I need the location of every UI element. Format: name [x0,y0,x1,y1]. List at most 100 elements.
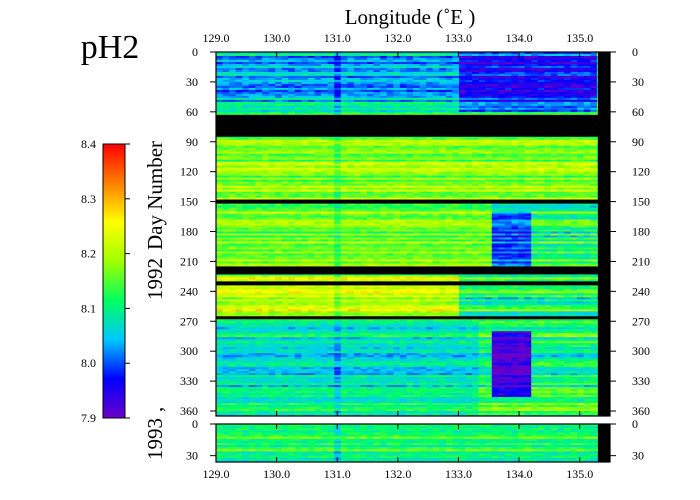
heatmap-cell [439,197,447,200]
heatmap-cell [485,143,493,147]
heatmap-cell [485,191,493,195]
heatmap-cell [577,101,585,105]
heatmap-cell [314,177,322,181]
heatmap-cell [564,153,571,157]
heatmap-cell [511,179,519,183]
heatmap-cell [406,175,414,179]
heatmap-cell [216,183,223,187]
heatmap-cell [445,175,453,179]
heatmap-cell [491,97,499,101]
heatmap-cell [327,207,335,210]
heatmap-cell [577,95,585,99]
heatmap-cell [432,91,440,95]
heatmap-cell [327,99,335,103]
heatmap-cell [367,181,374,185]
heatmap-cell [321,101,329,105]
heatmap-cell [268,155,276,159]
heatmap-cell [452,207,460,210]
heatmap-cell [432,191,440,195]
heatmap-cell [307,93,315,97]
heatmap-cell [386,155,394,159]
heatmap-cell [504,167,512,171]
heatmap-cell [472,157,480,161]
heatmap-cell [426,203,434,206]
heatmap-cell [406,151,414,155]
heatmap-cell [511,169,519,173]
heatmap-cell [485,159,493,163]
heatmap-cell [222,207,230,210]
heatmap-cell [321,105,329,109]
heatmap-cell [229,63,237,67]
heatmap-cell [465,167,473,171]
heatmap-cell [255,75,263,79]
heatmap-cell [360,159,368,163]
heatmap-cell [321,53,329,57]
heatmap-cell [439,79,447,83]
heatmap-cell [235,67,243,71]
heatmap-cell [367,157,374,161]
heatmap-cell [229,209,237,212]
heatmap-cell [498,83,506,87]
heatmap-cell [255,213,263,216]
heatmap-cell [485,157,493,161]
heatmap-cell [347,95,355,99]
heatmap-cell [353,157,361,161]
heatmap-cell [413,53,420,57]
heatmap-cell [432,83,440,87]
heatmap-cell [367,185,374,189]
heatmap-cell [275,143,283,147]
heatmap-cell [307,193,315,196]
heatmap-cell [544,181,552,185]
heatmap-cell [419,195,427,198]
heatmap-cell [275,151,283,155]
heatmap-cell [360,215,368,218]
heatmap-cell [216,59,223,63]
heatmap-cell [393,165,401,169]
heatmap-cell [399,149,407,153]
heatmap-cell [301,53,309,57]
heatmap-cell [334,137,342,141]
heatmap-cell [353,183,361,187]
heatmap-cell [281,81,289,85]
heatmap-cell [504,161,512,165]
heatmap-cell [452,97,460,101]
heatmap-cell [386,65,394,69]
heatmap-cell [360,149,368,153]
heatmap-cell [432,59,440,63]
heatmap-cell [472,93,480,97]
heatmap-cell [544,145,552,149]
heatmap-cell [216,53,223,57]
heatmap-cell [485,173,493,177]
heatmap-cell [380,59,388,63]
heatmap-cell [465,69,473,73]
heatmap-cell [393,57,401,61]
heatmap-cell [557,179,565,183]
heatmap-cell [399,83,407,87]
heatmap-cell [432,155,440,159]
heatmap-cell [583,195,591,198]
heatmap-cell [248,173,256,177]
heatmap-cell [485,91,493,95]
heatmap-cell [452,141,460,145]
heatmap-cell [445,153,453,157]
heatmap-cell [321,59,329,63]
heatmap-cell [340,159,348,163]
heatmap-cell [472,81,480,85]
heatmap-cell [216,89,223,93]
heatmap-cell [360,55,368,59]
heatmap-cell [406,195,414,198]
heatmap-cell [498,79,506,83]
heatmap-cell [458,181,466,185]
heatmap-cell [485,149,493,153]
heatmap-cell [564,179,571,183]
heatmap-cell [524,175,532,179]
heatmap-cell [504,169,512,173]
heatmap-cell [531,179,539,183]
heatmap-cell [524,155,532,159]
heatmap-cell [380,55,388,59]
heatmap-cell [564,183,571,187]
heatmap-cell [504,75,512,79]
heatmap-cell [458,209,466,212]
heatmap-cell [367,195,374,198]
heatmap-cell [301,141,309,145]
